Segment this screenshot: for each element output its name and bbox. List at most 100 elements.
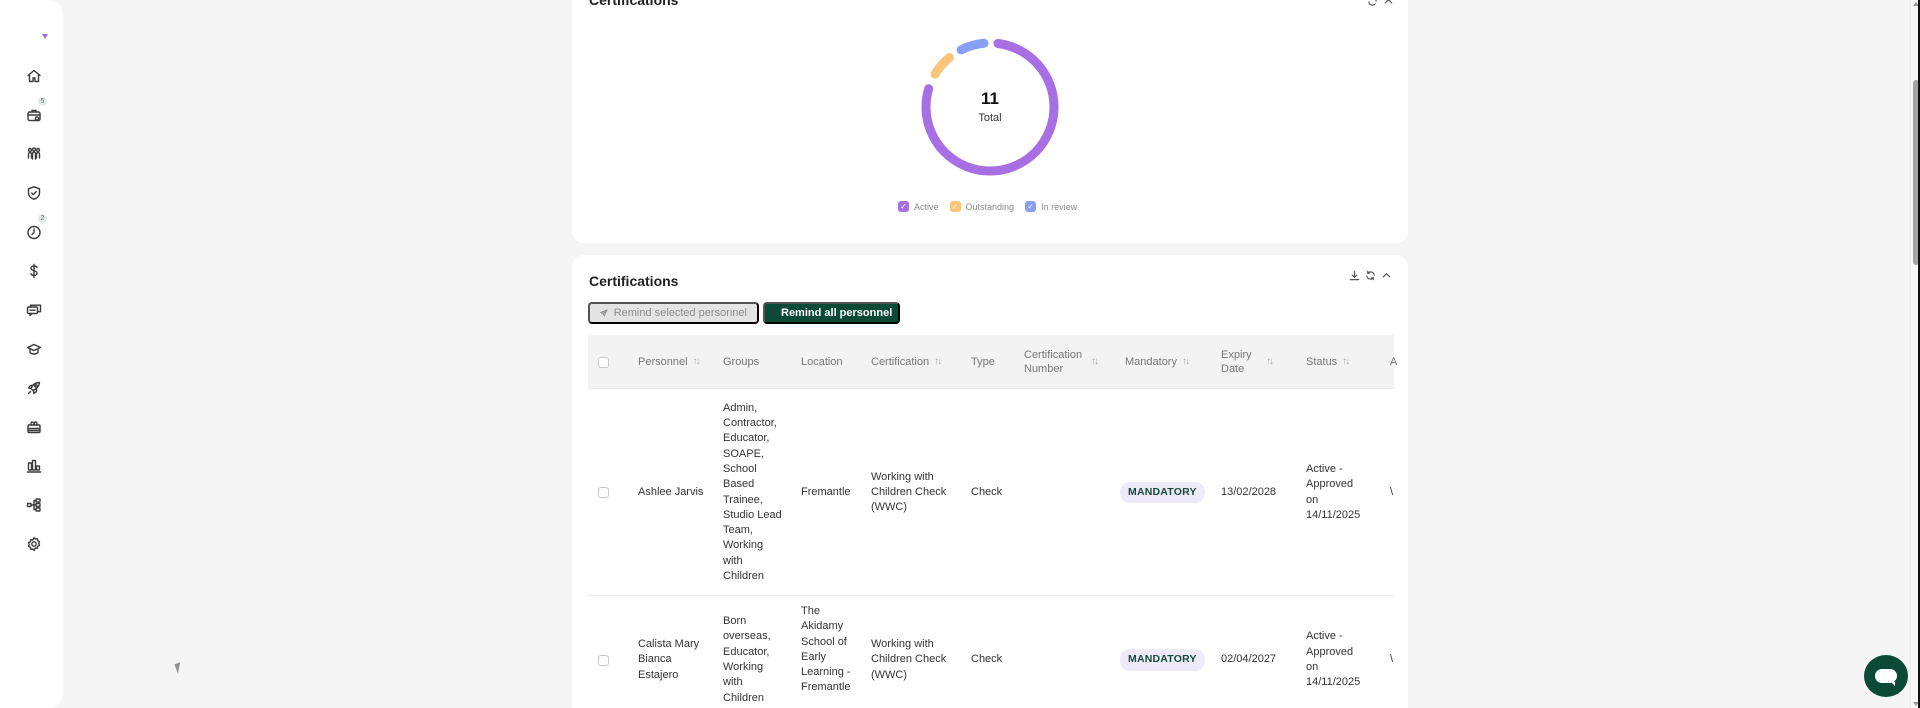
sort-icon[interactable]: ↑↓ [1181, 356, 1190, 367]
cell-type: Check [971, 485, 1003, 498]
sort-icon[interactable]: ↑↓ [934, 356, 942, 367]
scroll-up-arrow-icon[interactable] [1913, 2, 1919, 6]
sort-icon[interactable]: ↑↓ [1091, 356, 1099, 367]
home-icon [27, 69, 41, 83]
select-all-checkbox[interactable] [598, 356, 609, 368]
cell-personnel[interactable]: Ashlee Jarvis [638, 485, 704, 498]
cell-personnel[interactable]: Calista Mary Bianca Estajero [638, 638, 700, 681]
sidebar-item-home[interactable] [22, 64, 46, 88]
column-header-type: Type [971, 335, 995, 389]
table-row[interactable]: Calista Mary Bianca Estajero Born overse… [588, 596, 1394, 708]
collapse-button[interactable] [1380, 269, 1392, 281]
column-header-personnel[interactable]: Personnel ↑↓ [638, 335, 701, 389]
refresh-icon [1367, 0, 1377, 6]
column-header-certification-number[interactable]: Certification Number ↑↓ [1024, 335, 1114, 389]
table-row[interactable]: Ashlee Jarvis Admin, Contractor, Educato… [588, 389, 1394, 596]
remind-selected-personnel-button[interactable]: Remind selected personnel [588, 302, 759, 324]
legend-item-outstanding[interactable]: ✓ Outstanding [949, 201, 1015, 212]
shield-check-icon [27, 186, 41, 200]
cell-expiry-date: 13/02/2028 [1221, 485, 1277, 498]
chat-bubble-icon [1875, 669, 1897, 686]
download-button[interactable] [1348, 269, 1360, 281]
column-label: Location [801, 356, 843, 368]
column-header-mandatory[interactable]: Mandatory ↑↓ [1125, 335, 1190, 389]
mandatory-badge: MANDATORY [1120, 649, 1205, 671]
select-all-cell [598, 335, 609, 389]
sidebar-item-celebrations[interactable] [22, 415, 46, 439]
collapse-button[interactable] [1382, 0, 1394, 7]
sort-icon[interactable]: ↑↓ [1266, 356, 1274, 367]
sidebar-item-compliance[interactable] [22, 181, 46, 205]
sidebar-item-messages[interactable] [22, 298, 46, 322]
sidebar-item-learning[interactable] [22, 337, 46, 361]
window-edge [1918, 0, 1920, 708]
scrollbar-thumb[interactable] [1913, 80, 1919, 265]
download-icon [1349, 270, 1359, 280]
cell-type: Check [971, 653, 1003, 666]
table-header: Personnel ↑↓ Groups Location Certificatio… [588, 335, 1397, 389]
chart-card-title: Certifications [589, 0, 679, 8]
column-header-location: Location [801, 335, 843, 389]
cell-status: Active - Approved on 14/11/2025 [1306, 630, 1361, 689]
column-header-certification[interactable]: Certification ↑↓ [871, 335, 942, 389]
cell-certification: Working with Children Check (WWC) [871, 638, 947, 681]
refresh-button[interactable] [1366, 0, 1378, 7]
sidebar-item-payroll[interactable] [22, 259, 46, 283]
rocket-icon [27, 381, 41, 395]
scroll-down-arrow-icon[interactable] [1913, 702, 1919, 706]
support-chat-button[interactable] [1864, 655, 1908, 697]
button-label: Remind selected personnel [613, 307, 747, 319]
legend-item-in-review[interactable]: ✓ In review [1025, 201, 1077, 212]
cell-status: Active - Approved on 14/11/2025 [1306, 462, 1361, 521]
sidebar-item-org-chart[interactable] [22, 493, 46, 517]
sidebar-item-reports[interactable] [22, 454, 46, 478]
mandatory-badge: MANDATORY [1120, 481, 1205, 504]
sidebar-item-jobs[interactable]: 5 [22, 97, 47, 127]
account-dropdown-caret-icon[interactable] [42, 34, 48, 39]
column-header-expiry-date[interactable]: Expiry Date ↑↓ [1221, 335, 1286, 389]
mouse-cursor-icon [174, 662, 184, 674]
chevron-up-icon [1384, 0, 1392, 3]
button-label: Remind all personnel [781, 307, 893, 319]
remind-all-personnel-button[interactable]: Remind all personnel [763, 302, 900, 324]
sort-icon[interactable]: ↑↓ [692, 356, 701, 367]
chat-icon [26, 304, 42, 317]
nav-badge: 2 [38, 214, 47, 223]
briefcase-search-icon [27, 109, 41, 122]
row-checkbox[interactable] [598, 487, 609, 498]
checkbox-checked-icon: ✓ [1025, 201, 1037, 212]
column-header-status[interactable]: Status ↑↓ [1306, 335, 1350, 389]
team-icon [27, 147, 41, 160]
gift-icon [27, 421, 41, 434]
row-checkbox[interactable] [598, 654, 609, 666]
hierarchy-icon [26, 498, 41, 512]
clock-icon [27, 225, 41, 240]
legend-item-active[interactable]: ✓ Active [898, 201, 939, 212]
sidebar-item-onboarding[interactable] [22, 376, 46, 400]
sidebar-item-people[interactable] [22, 142, 46, 166]
legend-label: Active [914, 201, 939, 212]
checkbox-checked-icon: ✓ [949, 201, 961, 212]
sort-icon[interactable]: ↑↓ [1342, 356, 1350, 367]
column-header-truncated: A [1390, 335, 1397, 389]
certifications-table-card: Certifications Remind selected personnel… [572, 255, 1408, 708]
sidebar-item-settings[interactable] [22, 532, 46, 556]
cell-location: Fremantle [801, 485, 851, 498]
send-icon [600, 309, 608, 317]
column-label: Groups [723, 356, 760, 368]
donut-center: 11 Total [918, 35, 1062, 179]
sidebar-item-timesheets[interactable]: 2 [22, 214, 47, 244]
row-select-cell [598, 596, 609, 708]
cell-mandatory: MANDATORY [1120, 389, 1205, 596]
cell-mandatory: MANDATORY [1120, 596, 1205, 708]
donut-segment-active[interactable] [921, 38, 1059, 176]
table-card-title: Certifications [589, 273, 679, 289]
legend-label: Outstanding [965, 201, 1015, 212]
column-label: A [1390, 356, 1398, 368]
certifications-table: Personnel ↑↓ Groups Location Certificatio… [588, 335, 1397, 708]
refresh-button[interactable] [1364, 269, 1376, 281]
page-scrollbar[interactable] [1910, 0, 1920, 708]
row-select-cell [598, 389, 609, 596]
cell-truncated: \ [1390, 653, 1394, 666]
refresh-icon [1365, 270, 1375, 280]
